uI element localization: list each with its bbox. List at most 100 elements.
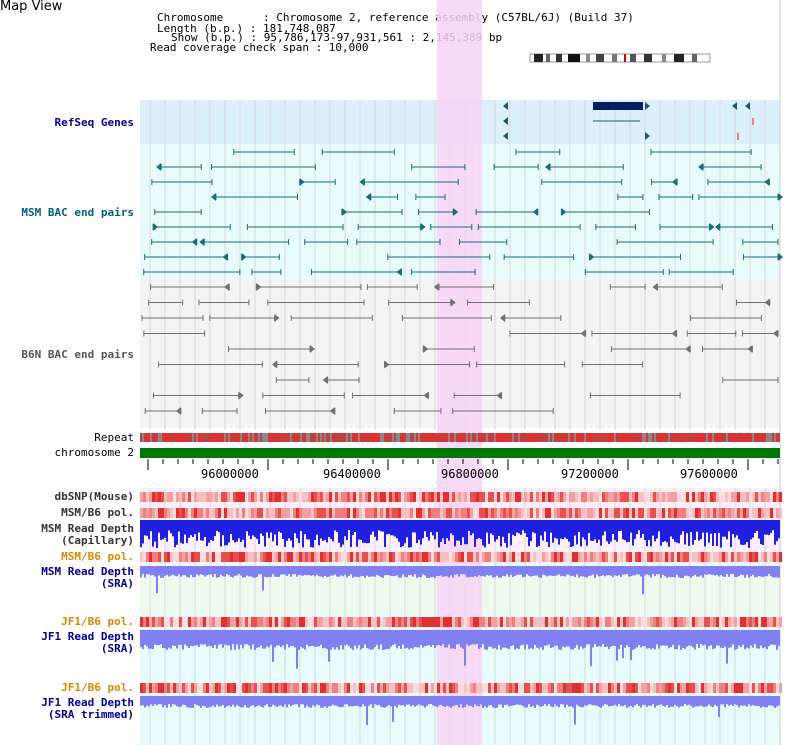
msm-depth-cap-bar — [392, 520, 394, 536]
msm-depth-sra-bar — [664, 566, 666, 577]
msm-pol2-heat-cell — [647, 552, 650, 562]
jf1-depth-trim-bar — [580, 696, 582, 708]
jf1-depth-trim-bar — [564, 696, 566, 708]
jf1-pol2-heat-cell — [587, 683, 590, 693]
jf1-pol2-heat-cell — [233, 683, 236, 693]
msm-pol2-heat-cell — [401, 552, 404, 562]
msm-depth-sra-bar — [486, 566, 488, 575]
jf1-pol2-heat-cell — [368, 683, 371, 693]
jf1-depth-trim-bar — [422, 696, 424, 706]
jf1-depth-trim-bar — [726, 696, 728, 705]
msm-depth-sra-bar — [698, 566, 700, 577]
dbsnp-heat-cell — [494, 492, 497, 502]
msm-pol-heat-cell — [416, 508, 419, 518]
jf1-depth-trim-bar — [518, 696, 520, 705]
msm-depth-sra-bar — [774, 566, 776, 578]
jf1-pol2-heat-cell — [707, 683, 710, 693]
jf1-pol2-heat-cell — [242, 683, 245, 693]
jf1-depth-sra-bar — [296, 630, 298, 669]
jf1-pol2-heat-cell — [392, 683, 395, 693]
msm-pol2-heat-cell — [152, 552, 155, 562]
repeat-segment — [690, 433, 692, 442]
chromosome-ideogram[interactable] — [528, 52, 712, 66]
jf1-depth-trim-bar — [294, 696, 296, 705]
jf1-depth-sra-bar — [304, 630, 306, 650]
ideogram-outline — [529, 53, 711, 63]
jf1-depth-sra-bar — [140, 630, 142, 648]
msm-depth-sra-bar — [686, 566, 688, 576]
msm-depth-cap-bar — [770, 520, 772, 533]
repeat-segment — [260, 433, 262, 442]
msm-pol-heat-cell — [776, 508, 779, 518]
jf1-depth-trim-bar — [340, 696, 342, 708]
dbsnp-heat-cell — [380, 492, 383, 502]
msm-depth-cap-bar — [738, 520, 740, 540]
msm-pol-heat-cell — [491, 508, 494, 518]
jf1-pol2-heat-cell — [503, 683, 506, 693]
jf1-pol-heat-cell — [164, 617, 167, 627]
dbsnp-heat-cell — [191, 492, 194, 502]
msm-pol-heat-cell — [476, 508, 479, 518]
msm-depth-sra-bar — [142, 566, 144, 575]
msm-depth-sra-bar — [288, 566, 290, 575]
msm-depth-cap-bar — [488, 520, 490, 544]
msm-depth-sra-bar — [212, 566, 214, 578]
jf1-depth-sra-bar — [384, 630, 386, 650]
jf1-pol-heat-cell — [734, 617, 737, 627]
msm-pol2-heat-cell — [734, 552, 737, 562]
jf1-depth-trim-bar — [216, 696, 218, 705]
jf1-depth-sra-bar — [670, 630, 672, 648]
msm-pol-heat-cell — [377, 508, 380, 518]
repeat-segment — [650, 433, 652, 442]
dbsnp-heat-cell — [770, 492, 773, 502]
msm-depth-cap-bar — [744, 520, 746, 545]
msm-depth-sra-bar — [712, 566, 714, 575]
msm-pol2-heat-cell — [779, 552, 782, 562]
msm-pol-heat-cell — [701, 508, 704, 518]
msm-depth-cap-bar — [372, 520, 374, 532]
msm-depth-cap-bar — [690, 520, 692, 533]
msm-depth-sra-bar — [310, 566, 312, 576]
msm-pol-heat-cell — [563, 508, 566, 518]
jf1-pol-heat-cell — [779, 617, 782, 627]
dbsnp-heat-cell — [551, 492, 554, 502]
jf1-pol2-heat-cell — [614, 683, 617, 693]
repeat-segment — [742, 433, 744, 442]
jf1-depth-sra-bar — [564, 630, 566, 648]
msm-depth-cap-bar — [368, 520, 370, 544]
msm-depth-cap-bar — [546, 520, 548, 543]
dbsnp-heat-cell — [158, 492, 161, 502]
jf1-depth-sra-bar — [312, 630, 314, 646]
jf1-depth-trim-bar — [446, 696, 448, 706]
jf1-depth-sra-bar — [286, 630, 288, 645]
msm-depth-sra-bar — [566, 566, 568, 575]
repeat-segment — [170, 433, 172, 442]
msm-depth-cap-bar — [328, 520, 330, 537]
repeat-segment — [284, 433, 286, 442]
msm-depth-cap-bar — [176, 520, 178, 545]
jf1-pol-heat-cell — [308, 617, 311, 627]
repeat-segment — [380, 433, 382, 442]
ideogram-band — [644, 54, 652, 62]
jf1-pol2-heat-cell — [260, 683, 263, 693]
msm-depth-sra-bar — [720, 566, 722, 576]
jf1-depth-sra-bar — [412, 630, 414, 649]
dbsnp-heat-cell — [737, 492, 740, 502]
msm-depth-sra-bar — [588, 566, 590, 576]
jf1-depth-trim-bar — [444, 696, 446, 708]
msm-depth-sra-bar — [516, 566, 518, 575]
jf1-depth-trim-bar — [528, 696, 530, 705]
repeat-segment — [206, 433, 208, 442]
jf1-depth-trim-bar — [268, 696, 270, 707]
jf1-depth-sra-bar — [692, 630, 694, 648]
jf1-pol-heat-cell — [146, 617, 149, 627]
msm-pol-heat-cell — [164, 508, 167, 518]
jf1-depth-sra-bar — [208, 630, 210, 646]
jf1-depth-trim-bar — [492, 696, 494, 708]
msm-depth-cap-bar — [286, 520, 288, 541]
jf1-pol-heat-cell — [518, 617, 521, 627]
repeat-segment — [316, 433, 318, 442]
jf1-depth-sra-bar — [516, 630, 518, 649]
jf1-pol-heat-cell — [329, 617, 332, 627]
